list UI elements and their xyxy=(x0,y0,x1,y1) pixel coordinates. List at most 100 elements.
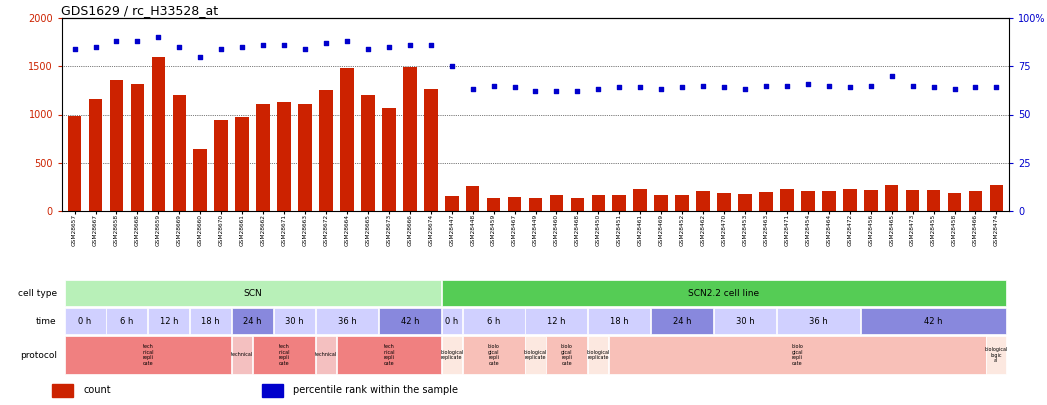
Bar xyxy=(316,336,336,374)
Bar xyxy=(654,195,668,211)
Text: time: time xyxy=(37,316,57,326)
Text: 42 h: 42 h xyxy=(925,316,943,326)
Point xyxy=(674,84,691,91)
Point xyxy=(87,44,104,50)
Point xyxy=(589,86,606,93)
Bar xyxy=(463,307,525,335)
Point xyxy=(464,86,481,93)
Bar xyxy=(487,198,500,211)
Bar xyxy=(986,336,1006,374)
Point xyxy=(946,86,963,93)
Bar xyxy=(442,336,462,374)
Bar xyxy=(319,90,333,211)
Point xyxy=(800,80,817,87)
Point xyxy=(380,44,397,50)
Point xyxy=(863,82,879,89)
Text: tech
nical
repli
cate: tech nical repli cate xyxy=(142,344,154,366)
Bar xyxy=(65,279,441,307)
Bar xyxy=(152,57,165,211)
Point xyxy=(66,46,83,52)
Bar xyxy=(508,196,521,211)
Point xyxy=(171,44,187,50)
Text: 6 h: 6 h xyxy=(120,316,134,326)
Bar xyxy=(968,191,982,211)
Bar xyxy=(68,116,82,211)
Point xyxy=(359,46,376,52)
Bar xyxy=(442,307,462,335)
Bar xyxy=(149,307,190,335)
Text: 36 h: 36 h xyxy=(337,316,356,326)
Text: count: count xyxy=(84,385,111,395)
Point xyxy=(653,86,670,93)
Point xyxy=(275,42,292,48)
Text: 0 h: 0 h xyxy=(79,316,92,326)
Text: 30 h: 30 h xyxy=(285,316,304,326)
Text: protocol: protocol xyxy=(20,350,57,360)
Text: biological
replicate: biological replicate xyxy=(524,350,548,360)
Bar xyxy=(379,307,441,335)
Bar xyxy=(65,307,106,335)
Bar xyxy=(337,336,441,374)
Text: GDS1629 / rc_H33528_at: GDS1629 / rc_H33528_at xyxy=(61,4,218,17)
Point xyxy=(317,40,334,46)
Bar xyxy=(107,307,148,335)
Point xyxy=(611,84,628,91)
Bar xyxy=(609,336,985,374)
Point xyxy=(296,46,313,52)
Bar xyxy=(194,149,207,211)
Text: 12 h: 12 h xyxy=(159,316,178,326)
Bar xyxy=(714,307,776,335)
Text: SCN: SCN xyxy=(243,288,262,298)
Point xyxy=(108,38,125,45)
Bar xyxy=(316,307,378,335)
Bar xyxy=(445,196,459,211)
Text: 12 h: 12 h xyxy=(548,316,565,326)
Bar xyxy=(52,384,73,396)
Bar xyxy=(571,198,584,211)
Text: biological
replicate: biological replicate xyxy=(586,350,610,360)
Bar xyxy=(274,307,315,335)
Text: biolo
gical
repli
cate: biolo gical repli cate xyxy=(488,344,499,366)
Point xyxy=(129,38,146,45)
Bar xyxy=(592,194,605,211)
Bar xyxy=(403,67,417,211)
Text: tech
nical
repli
cate: tech nical repli cate xyxy=(383,344,395,366)
Bar xyxy=(906,190,919,211)
Text: 30 h: 30 h xyxy=(736,316,754,326)
Point xyxy=(548,88,564,95)
Point xyxy=(926,84,942,91)
Bar xyxy=(927,190,940,211)
Bar xyxy=(526,336,545,374)
Point xyxy=(527,88,543,95)
Bar xyxy=(232,307,273,335)
Bar xyxy=(442,279,1006,307)
Bar xyxy=(864,190,877,211)
Bar xyxy=(759,192,773,211)
Point xyxy=(213,46,229,52)
Bar xyxy=(738,194,752,211)
Bar xyxy=(232,336,252,374)
Bar xyxy=(215,120,228,211)
Bar xyxy=(801,191,815,211)
Text: biolo
gical
repli
cate: biolo gical repli cate xyxy=(792,344,803,366)
Text: 24 h: 24 h xyxy=(243,316,262,326)
Text: technical: technical xyxy=(315,352,337,358)
Point xyxy=(422,42,439,48)
Point xyxy=(150,34,166,40)
Bar xyxy=(463,336,525,374)
Bar xyxy=(822,191,836,211)
Bar xyxy=(262,384,283,396)
Point xyxy=(233,44,250,50)
Bar xyxy=(131,83,144,211)
Bar xyxy=(361,95,375,211)
Text: percentile rank within the sample: percentile rank within the sample xyxy=(293,385,459,395)
Bar xyxy=(110,80,124,211)
Bar xyxy=(777,307,860,335)
Point xyxy=(569,88,585,95)
Bar xyxy=(675,194,689,211)
Point xyxy=(695,82,712,89)
Bar xyxy=(340,68,354,211)
Bar xyxy=(861,307,1006,335)
Bar xyxy=(547,336,587,374)
Bar xyxy=(382,108,396,211)
